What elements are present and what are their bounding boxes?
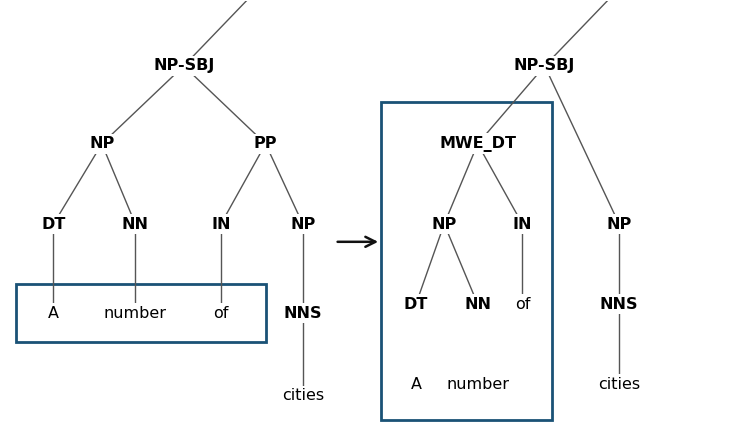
Text: number: number bbox=[446, 377, 509, 392]
Text: IN: IN bbox=[512, 216, 532, 232]
FancyBboxPatch shape bbox=[381, 102, 552, 420]
Text: cities: cities bbox=[282, 388, 324, 403]
Text: cities: cities bbox=[598, 377, 640, 392]
Text: of: of bbox=[213, 306, 229, 321]
Text: IN: IN bbox=[211, 216, 231, 232]
Text: NN: NN bbox=[122, 216, 149, 232]
Text: NP: NP bbox=[432, 216, 457, 232]
Text: number: number bbox=[104, 306, 167, 321]
Text: DT: DT bbox=[403, 297, 428, 312]
Text: NP: NP bbox=[290, 216, 315, 232]
Text: NNS: NNS bbox=[284, 306, 322, 321]
Text: NP: NP bbox=[89, 136, 114, 151]
FancyBboxPatch shape bbox=[16, 284, 266, 342]
Text: A: A bbox=[48, 306, 59, 321]
Text: NP: NP bbox=[607, 216, 632, 232]
Text: NP-SBJ: NP-SBJ bbox=[514, 58, 575, 73]
Text: MWE_DT: MWE_DT bbox=[439, 136, 516, 152]
Text: NP-SBJ: NP-SBJ bbox=[153, 58, 214, 73]
Text: NN: NN bbox=[464, 297, 492, 312]
Text: DT: DT bbox=[41, 216, 66, 232]
Text: PP: PP bbox=[254, 136, 277, 151]
Text: A: A bbox=[410, 377, 421, 392]
Text: of: of bbox=[515, 297, 530, 312]
Text: NNS: NNS bbox=[600, 297, 639, 312]
